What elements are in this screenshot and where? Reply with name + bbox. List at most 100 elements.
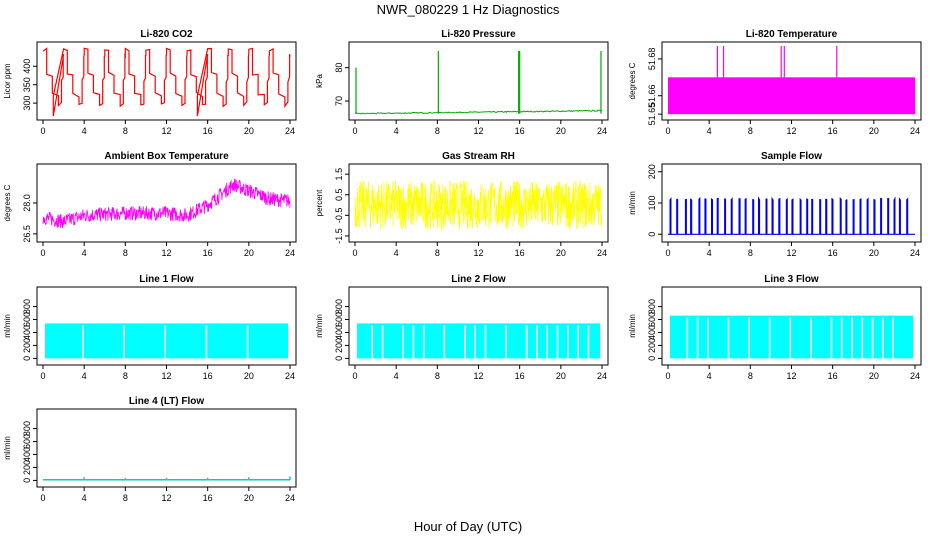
x-tick-label: 20 bbox=[869, 248, 879, 258]
noisy-series-line bbox=[42, 178, 291, 229]
x-tick-label: 8 bbox=[435, 248, 440, 258]
x-tick-label: 0 bbox=[352, 371, 357, 381]
x-tick-label: 20 bbox=[869, 126, 879, 136]
y-axis-label: ml/min bbox=[628, 314, 637, 338]
x-tick-label: 8 bbox=[435, 371, 440, 381]
y-tick-label: 0 bbox=[647, 232, 657, 237]
panel-title: Ambient Box Temperature bbox=[104, 151, 229, 162]
flow-gap-7 bbox=[789, 317, 792, 359]
x-tick-label: 0 bbox=[352, 126, 357, 136]
x-tick-label: 4 bbox=[82, 371, 87, 381]
flow-gap-12 bbox=[861, 317, 864, 359]
y-tick-label: 800 bbox=[334, 299, 344, 314]
x-tick-label: 12 bbox=[161, 126, 171, 136]
x-tick-label: 12 bbox=[161, 371, 171, 381]
flow-gap-8 bbox=[474, 325, 476, 359]
flow-gap-2 bbox=[696, 317, 699, 359]
x-tick-label: 16 bbox=[203, 248, 213, 258]
flow-gap-14 bbox=[882, 317, 884, 359]
panel-data bbox=[670, 315, 913, 359]
x-tick-label: 20 bbox=[244, 371, 254, 381]
x-tick-label: 12 bbox=[786, 126, 796, 136]
panel-title: Line 2 Flow bbox=[451, 274, 506, 285]
flow-gap-1 bbox=[686, 317, 689, 359]
x-tick-label: 16 bbox=[828, 248, 838, 258]
x-tick-label: 0 bbox=[40, 493, 45, 503]
flow-gap-15 bbox=[567, 325, 569, 359]
x-tick-label: 24 bbox=[285, 248, 295, 258]
flow-gap-7 bbox=[464, 325, 466, 359]
y-tick-label: 28.0 bbox=[22, 194, 32, 212]
panel-6: Sample Flow 0 4 8 12 16 20 24 0 100 200 ml/min bbox=[628, 151, 922, 258]
x-tick-label: 16 bbox=[203, 371, 213, 381]
y-tick-label: 51.66 bbox=[647, 84, 657, 107]
x-tick-label: 4 bbox=[707, 248, 712, 258]
flow-gap-16 bbox=[577, 325, 579, 359]
panel-data bbox=[354, 179, 603, 230]
y-tick-label: 400 bbox=[334, 325, 344, 340]
x-tick-label: 20 bbox=[244, 248, 254, 258]
flow-gap-10 bbox=[505, 325, 507, 359]
y-tick-label: 100 bbox=[647, 195, 657, 210]
y-tick-label: 51.68 bbox=[647, 48, 657, 71]
x-tick-label: 16 bbox=[203, 493, 213, 503]
y-tick-label: 80 bbox=[334, 63, 344, 73]
panel-title: Li-820 Pressure bbox=[441, 29, 516, 40]
x-tick-label: 12 bbox=[786, 371, 796, 381]
y-axis-label: kPa bbox=[315, 74, 324, 88]
y-tick-label: 26.5 bbox=[22, 225, 32, 243]
figure-x-axis-label: Hour of Day (UTC) bbox=[414, 519, 522, 534]
panel-data bbox=[668, 46, 915, 115]
x-tick-label: 4 bbox=[82, 493, 87, 503]
y-tick-label: 300 bbox=[22, 96, 32, 111]
panel-frame bbox=[36, 408, 297, 488]
panel-data bbox=[668, 196, 915, 235]
panel-data bbox=[42, 47, 291, 117]
x-tick-label: 8 bbox=[748, 371, 753, 381]
y-tick-label: 200 bbox=[647, 164, 657, 179]
x-tick-label: 24 bbox=[285, 371, 295, 381]
x-tick-label: 16 bbox=[515, 248, 525, 258]
x-tick-label: 8 bbox=[748, 248, 753, 258]
y-tick-label: 0 bbox=[22, 478, 32, 483]
x-tick-label: 16 bbox=[515, 371, 525, 381]
y-tick-label: 600 bbox=[22, 434, 32, 449]
x-tick-label: 12 bbox=[473, 248, 483, 258]
y-tick-label: 400 bbox=[22, 59, 32, 74]
x-tick-label: 8 bbox=[435, 126, 440, 136]
x-tick-label: 12 bbox=[161, 248, 171, 258]
y-tick-label: 70 bbox=[334, 96, 344, 106]
x-tick-label: 8 bbox=[123, 248, 128, 258]
y-axis-label: ml/min bbox=[315, 314, 324, 338]
y-tick-label: 600 bbox=[22, 312, 32, 327]
y-tick-label: 400 bbox=[647, 325, 657, 340]
y-axis-label: Licor ppm bbox=[3, 63, 12, 98]
flow-gap-6 bbox=[768, 317, 771, 359]
x-tick-label: 0 bbox=[352, 248, 357, 258]
temperature-band bbox=[668, 77, 915, 115]
y-axis-label: degrees C bbox=[3, 184, 12, 221]
x-tick-label: 24 bbox=[597, 126, 607, 136]
panel-frame bbox=[348, 41, 609, 121]
x-tick-label: 12 bbox=[473, 371, 483, 381]
x-tick-label: 20 bbox=[244, 126, 254, 136]
flow-fill bbox=[670, 315, 913, 359]
flow-gap-3 bbox=[402, 325, 404, 359]
y-axis-label: ml/min bbox=[3, 314, 12, 338]
flow-gap-4 bbox=[205, 325, 208, 359]
co2-series-line bbox=[42, 47, 291, 117]
x-tick-label: 12 bbox=[786, 248, 796, 258]
y-tick-label: -0.5 bbox=[334, 208, 344, 224]
x-tick-label: 16 bbox=[203, 126, 213, 136]
y-tick-label: 350 bbox=[22, 77, 32, 92]
flow-gap-13 bbox=[546, 325, 549, 359]
flow-fill bbox=[45, 323, 288, 359]
y-axis-label: ml/min bbox=[628, 191, 637, 215]
x-tick-label: 16 bbox=[515, 126, 525, 136]
figure-title: NWR_080229 1 Hz Diagnostics bbox=[377, 2, 560, 17]
panel-data bbox=[355, 51, 603, 115]
x-tick-label: 4 bbox=[707, 126, 712, 136]
flow-gap-11 bbox=[525, 325, 528, 359]
panel-title: Li-820 Temperature bbox=[746, 29, 838, 40]
